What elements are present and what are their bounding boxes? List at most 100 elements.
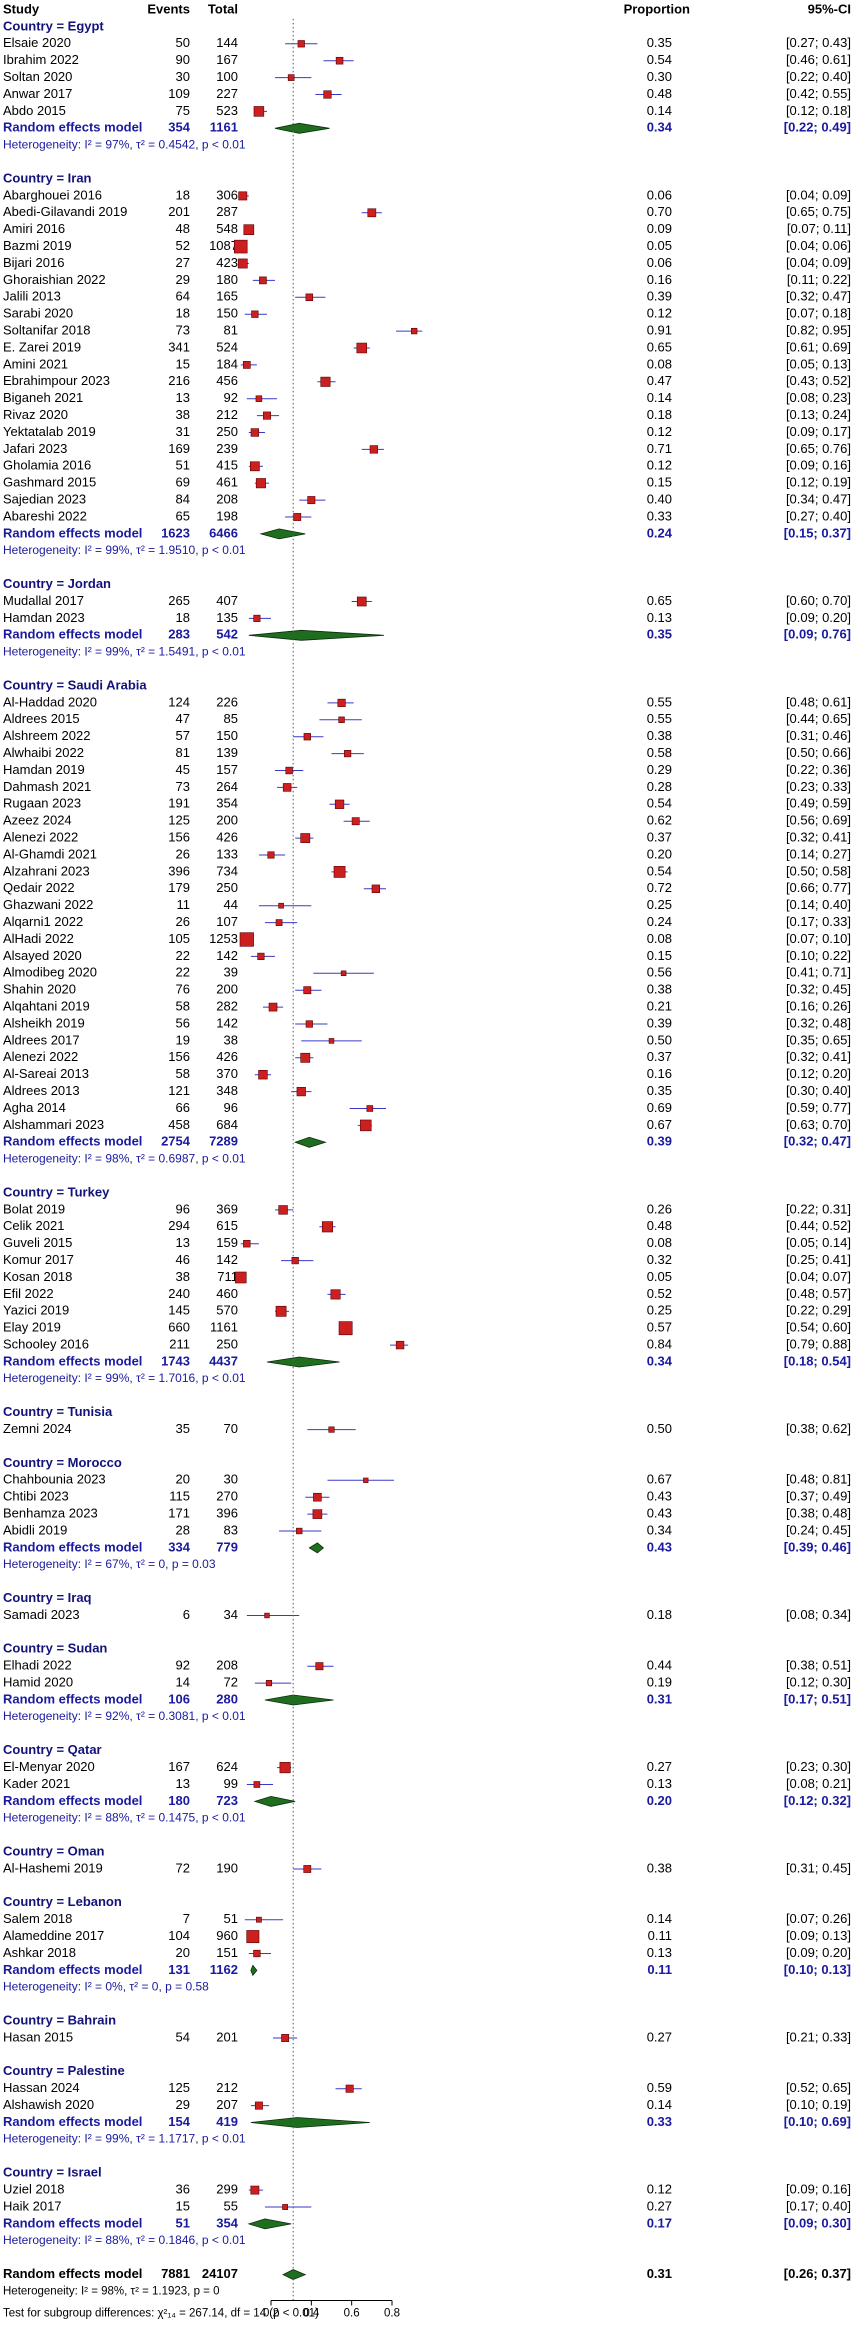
study-square [313, 1492, 322, 1502]
confidence-interval: [0.17; 0.40] [786, 2198, 851, 2213]
total: 7289 [209, 1134, 238, 1149]
study-label: E. Zarei 2019 [3, 339, 81, 354]
study-square [367, 208, 377, 218]
study-square [259, 276, 267, 285]
confidence-interval: [0.23; 0.30] [786, 1759, 851, 1774]
study-square [234, 1271, 247, 1284]
confidence-interval: [0.26; 0.37] [784, 2266, 851, 2281]
confidence-interval: [0.44; 0.65] [786, 711, 851, 726]
proportion: 0.30 [647, 69, 672, 84]
events: 660 [168, 1320, 190, 1335]
total: 4437 [209, 1353, 238, 1368]
confidence-interval: [0.60; 0.70] [786, 593, 851, 608]
study-square [411, 327, 418, 335]
events: 84 [176, 492, 190, 507]
total: 264 [216, 779, 238, 794]
total: 44 [224, 897, 238, 912]
study-label: Kader 2021 [3, 1776, 70, 1791]
confidence-interval: [0.11; 0.22] [787, 272, 851, 287]
subgroup-test: Test for subgroup differences: χ²₁₄ = 26… [3, 2308, 319, 2320]
confidence-interval: [0.48; 0.57] [786, 1286, 851, 1301]
proportion: 0.91 [647, 323, 672, 338]
total: 624 [216, 1759, 238, 1774]
study-square [334, 799, 345, 809]
confidence-interval: [0.10; 0.22] [786, 948, 851, 963]
total: 34 [224, 1607, 238, 1622]
subgroup-header: Country = Israel [3, 2165, 102, 2180]
events: 29 [176, 272, 190, 287]
study-label: Uziel 2018 [3, 2182, 64, 2197]
total: 227 [216, 86, 238, 101]
events: 156 [168, 1049, 190, 1064]
subgroup-header: Country = Egypt [3, 18, 104, 33]
proportion: 0.40 [647, 492, 672, 507]
total: 150 [216, 728, 238, 743]
study-square [282, 2204, 289, 2210]
total: 456 [216, 373, 238, 388]
confidence-interval: [0.07; 0.11] [787, 221, 851, 236]
events: 19 [176, 1032, 190, 1047]
proportion: 0.06 [647, 255, 672, 270]
events: 81 [176, 745, 190, 760]
confidence-interval: [0.05; 0.14] [786, 1235, 851, 1250]
confidence-interval: [0.38; 0.62] [786, 1421, 851, 1436]
confidence-interval: [0.17; 0.51] [784, 1691, 851, 1706]
study-square [305, 1020, 313, 1028]
total: 150 [216, 306, 238, 321]
events: 1623 [161, 525, 190, 540]
total: 419 [216, 2114, 238, 2129]
confidence-interval: [0.22; 0.31] [786, 1201, 851, 1216]
proportion: 0.08 [647, 931, 672, 946]
study-square [275, 1305, 287, 1317]
confidence-interval: [0.50; 0.58] [786, 863, 851, 878]
proportion: 0.35 [647, 35, 672, 50]
subgroup-header: Country = Iraq [3, 1590, 92, 1605]
study-label: Guveli 2015 [3, 1235, 72, 1250]
proportion: 0.20 [647, 1793, 672, 1808]
total: 299 [216, 2182, 238, 2197]
events: 51 [176, 2215, 190, 2230]
total: 157 [216, 762, 238, 777]
study-label: Hamdan 2023 [3, 610, 85, 625]
events: 58 [176, 999, 190, 1014]
events: 124 [168, 694, 190, 709]
confidence-interval: [0.18; 0.54] [784, 1353, 851, 1368]
total: 250 [216, 1337, 238, 1352]
confidence-interval: [0.38; 0.48] [786, 1506, 851, 1521]
subgroup-header: Country = Turkey [3, 1184, 110, 1199]
total: 139 [216, 745, 238, 760]
events: 66 [176, 1100, 190, 1115]
confidence-interval: [0.17; 0.33] [786, 914, 851, 929]
study-label: Almodibeg 2020 [3, 965, 97, 980]
confidence-interval: [0.31; 0.45] [786, 1860, 851, 1875]
events: 72 [176, 1860, 190, 1875]
events: 1743 [161, 1353, 190, 1368]
study-label: Bijari 2016 [3, 255, 64, 270]
summary-diamond [248, 629, 384, 641]
total: 711 [217, 1269, 238, 1284]
confidence-interval: [0.50; 0.66] [786, 745, 851, 760]
confidence-interval: [0.27; 0.43] [786, 35, 851, 50]
study-label: Alenezi 2022 [3, 830, 78, 845]
confidence-interval: [0.04; 0.06] [786, 238, 851, 253]
column-header: Study [3, 1, 40, 16]
study-label: Benhamza 2023 [3, 1506, 98, 1521]
events: 38 [176, 407, 190, 422]
total: 208 [216, 492, 238, 507]
study-square [250, 461, 260, 472]
confidence-interval: [0.41; 0.71] [786, 965, 851, 980]
total: 200 [216, 982, 238, 997]
confidence-interval: [0.32; 0.47] [784, 1134, 851, 1149]
subgroup-header: Country = Iran [3, 170, 92, 185]
study-label: Random effects model [3, 1539, 142, 1554]
events: 90 [176, 52, 190, 67]
proportion: 0.15 [647, 948, 672, 963]
study-square [338, 716, 345, 723]
total: 70 [224, 1421, 238, 1436]
heterogeneity: Heterogeneity: I² = 99%, τ² = 1.7016, p … [3, 1371, 246, 1385]
study-label: Elhadi 2022 [3, 1658, 72, 1673]
proportion: 0.12 [647, 458, 672, 473]
study-label: Yazici 2019 [3, 1303, 69, 1318]
column-header: Events [147, 1, 190, 16]
proportion: 0.39 [647, 1134, 672, 1149]
